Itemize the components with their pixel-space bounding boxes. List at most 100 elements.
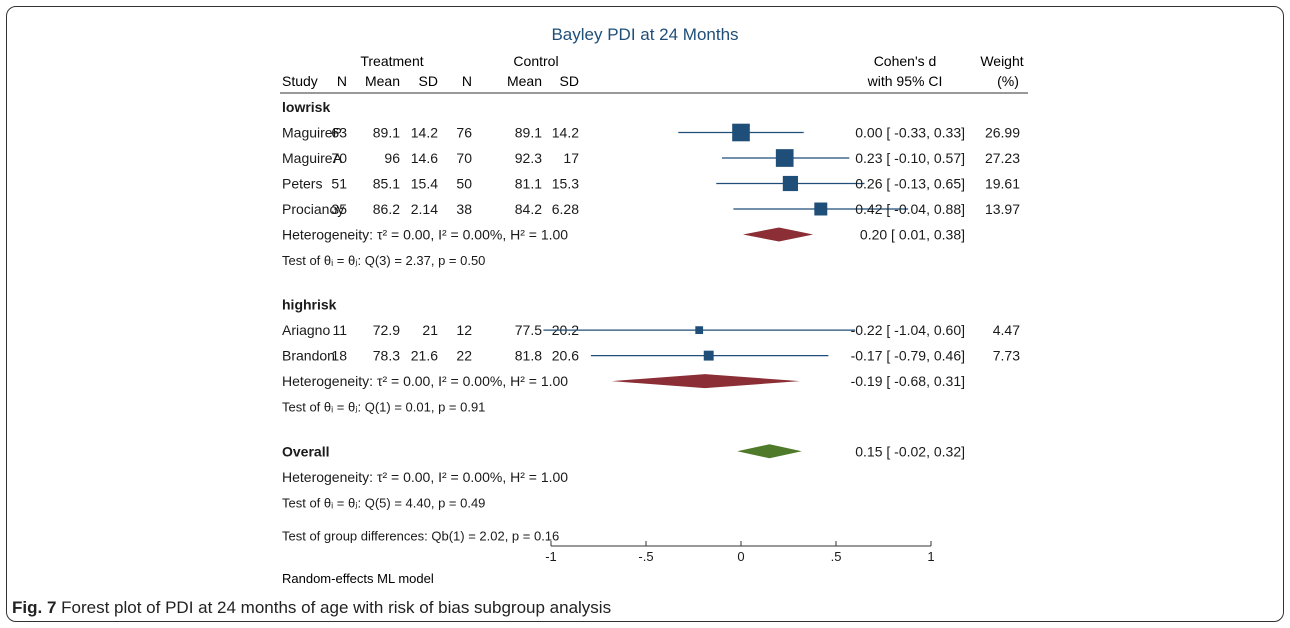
header-t-sd: SD <box>419 73 438 89</box>
treatment-mean: 89.1 <box>373 125 400 141</box>
effect-ci-text: 0.26 [ -0.13, 0.65] <box>855 176 965 192</box>
control-sd: 17 <box>563 150 579 166</box>
treatment-n: 18 <box>331 348 347 364</box>
weight-value: 26.99 <box>985 125 1020 141</box>
study-name: Ariagno <box>282 322 330 338</box>
caption-label: Fig. 7 <box>12 598 57 617</box>
control-mean: 77.5 <box>515 322 542 338</box>
x-axis-tick-label: .5 <box>831 549 842 564</box>
chart-title: Bayley PDI at 24 Months <box>551 25 738 44</box>
treatment-sd: 2.14 <box>411 201 438 217</box>
effect-ci-text: -0.22 [ -1.04, 0.60] <box>851 322 965 338</box>
subgroup-effect-ci-text: -0.19 [ -0.68, 0.31] <box>851 373 965 389</box>
x-axis-tick-label: 1 <box>927 549 934 564</box>
control-n: 22 <box>456 348 472 364</box>
treatment-sd: 14.2 <box>411 125 438 141</box>
control-n: 50 <box>456 176 472 192</box>
header-treatment: Treatment <box>360 53 423 69</box>
header-c-sd: SD <box>560 73 579 89</box>
study-marker <box>732 123 750 142</box>
subgroup-homogeneity-test: Test of θᵢ = θⱼ: Q(1) = 0.01, p = 0.91 <box>282 400 485 415</box>
overall-heterogeneity: Heterogeneity: τ² = 0.00, I² = 0.00%, H²… <box>282 469 568 485</box>
control-mean: 84.2 <box>515 201 542 217</box>
subgroup-diamond <box>742 227 814 242</box>
control-n: 76 <box>456 125 472 141</box>
header-effect-line2: with 95% CI <box>867 73 943 89</box>
study-name: MaguireP <box>282 125 342 141</box>
treatment-mean: 86.2 <box>373 201 400 217</box>
header-c-n: N <box>462 73 472 89</box>
treatment-sd: 15.4 <box>411 176 438 192</box>
group-difference-test: Test of group differences: Qb(1) = 2.02,… <box>282 528 559 543</box>
weight-value: 13.97 <box>985 201 1020 217</box>
treatment-mean: 72.9 <box>373 322 400 338</box>
control-sd: 6.28 <box>552 201 579 217</box>
overall-label: Overall <box>282 443 329 459</box>
study-name: Brandon <box>282 348 335 364</box>
study-marker <box>703 350 714 361</box>
control-n: 12 <box>456 322 472 338</box>
weight-value: 7.73 <box>993 348 1020 364</box>
caption-text: Forest plot of PDI at 24 months of age w… <box>61 598 612 617</box>
effect-ci-text: 0.42 [ -0.04, 0.88] <box>855 201 965 217</box>
treatment-sd: 14.6 <box>411 150 438 166</box>
treatment-mean: 96 <box>384 150 400 166</box>
study-marker <box>814 202 828 216</box>
overall-homogeneity-test: Test of θᵢ = θⱼ: Q(5) = 4.40, p = 0.49 <box>282 495 485 510</box>
treatment-mean: 78.3 <box>373 348 400 364</box>
treatment-n: 70 <box>331 150 347 166</box>
control-n: 38 <box>456 201 472 217</box>
header-weight-line2: (%) <box>997 73 1019 89</box>
control-mean: 92.3 <box>515 150 542 166</box>
header-study: Study <box>282 73 318 89</box>
treatment-mean: 85.1 <box>373 176 400 192</box>
control-mean: 81.1 <box>515 176 542 192</box>
x-axis-tick-label: -.5 <box>638 549 653 564</box>
x-axis-tick-label: -1 <box>545 549 557 564</box>
header-t-n: N <box>337 73 347 89</box>
study-marker <box>775 149 794 167</box>
weight-value: 27.23 <box>985 150 1020 166</box>
treatment-sd: 21.6 <box>411 348 438 364</box>
treatment-n: 11 <box>332 322 347 338</box>
control-sd: 14.2 <box>552 125 579 141</box>
overall-diamond <box>737 444 802 459</box>
overall-effect-ci-text: 0.15 [ -0.02, 0.32] <box>855 443 965 459</box>
weight-value: 4.47 <box>993 322 1020 338</box>
study-name: Procianoy <box>282 201 344 217</box>
effect-ci-text: 0.23 [ -0.10, 0.57] <box>855 150 965 166</box>
footnote: Random-effects ML model <box>282 571 434 586</box>
header-control: Control <box>513 53 558 69</box>
treatment-n: 51 <box>331 176 347 192</box>
forest-plot: Bayley PDI at 24 Months Treatment Contro… <box>280 25 1028 586</box>
subgroup-label: highrisk <box>282 297 337 313</box>
subgroup-effect-ci-text: 0.20 [ 0.01, 0.38] <box>860 227 965 243</box>
subgroup-heterogeneity: Heterogeneity: τ² = 0.00, I² = 0.00%, H²… <box>282 373 568 389</box>
x-axis-tick-label: 0 <box>737 549 744 564</box>
subgroup-heterogeneity: Heterogeneity: τ² = 0.00, I² = 0.00%, H²… <box>282 227 568 243</box>
control-sd: 15.3 <box>552 176 579 192</box>
header-t-mean: Mean <box>365 73 400 89</box>
treatment-sd: 21 <box>422 322 438 338</box>
x-axis: -1 -.5 0 .5 1 <box>545 541 935 564</box>
header-c-mean: Mean <box>507 73 542 89</box>
effect-ci-text: -0.17 [ -0.79, 0.46] <box>851 348 965 364</box>
header-effect-line1: Cohen's d <box>874 53 937 69</box>
subgroup-homogeneity-test: Test of θᵢ = θⱼ: Q(3) = 2.37, p = 0.50 <box>282 253 485 268</box>
control-mean: 89.1 <box>515 125 542 141</box>
control-n: 70 <box>456 150 472 166</box>
figure-caption: Fig. 7 Forest plot of PDI at 24 months o… <box>12 598 611 618</box>
header-weight-line1: Weight <box>980 53 1023 69</box>
subgroup-diamond <box>611 374 800 389</box>
treatment-n: 35 <box>331 201 347 217</box>
subgroup-label: lowrisk <box>282 99 330 115</box>
control-sd: 20.6 <box>552 348 579 364</box>
figure-frame <box>6 6 1284 622</box>
treatment-n: 63 <box>331 125 347 141</box>
effect-ci-text: 0.00 [ -0.33, 0.33] <box>855 125 965 141</box>
study-name: Peters <box>282 176 322 192</box>
study-name: MaguireA <box>282 150 343 166</box>
weight-value: 19.61 <box>985 176 1020 192</box>
study-marker <box>782 175 798 192</box>
